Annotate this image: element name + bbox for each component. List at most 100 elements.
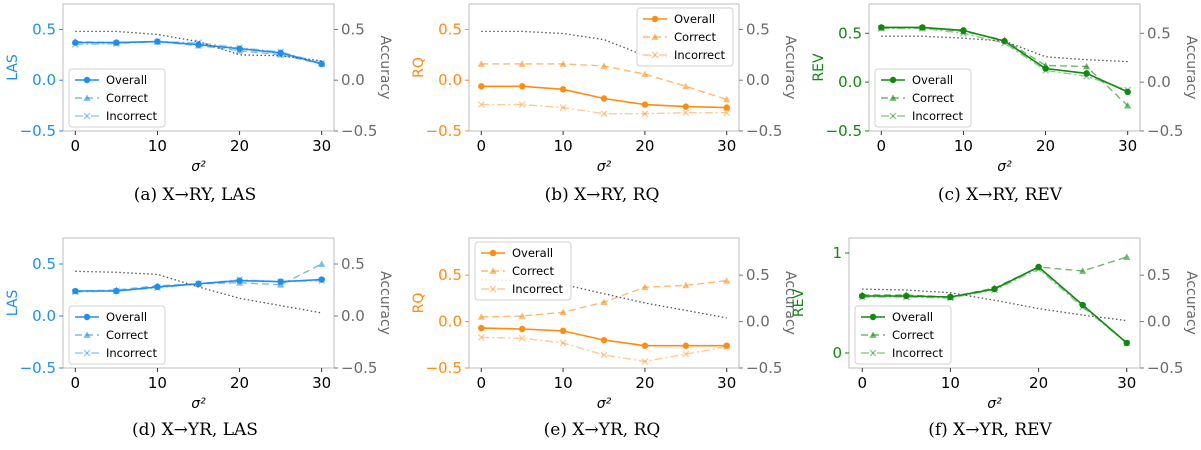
y-tick-label: 1 (832, 244, 842, 262)
data-point-correct (153, 282, 162, 289)
y2-tick-label: 0.5 (341, 20, 365, 38)
data-point-correct (723, 95, 731, 103)
data-point-incorrect (71, 41, 79, 49)
data-point-incorrect (1124, 86, 1132, 94)
y-tick-label: 0.5 (32, 20, 56, 38)
y2-tick-label: −0.5 (341, 359, 377, 377)
series-line-incorrect (481, 336, 727, 363)
data-point-correct (318, 60, 326, 67)
data-point-correct (518, 60, 526, 67)
y2-tick-label: −0.5 (746, 122, 782, 140)
x-tick-label: 0 (857, 374, 867, 392)
plot-frame (868, 3, 1141, 132)
x-tick-label: 0 (71, 137, 81, 155)
legend-marker (83, 331, 91, 338)
data-point-correct (641, 283, 649, 291)
data-point-correct (559, 308, 567, 316)
plot-frame (62, 3, 335, 132)
x-axis-label: σ² (987, 396, 1002, 412)
x-axis-label: σ² (191, 396, 206, 412)
data-point-correct (682, 281, 690, 289)
data-point-correct (194, 42, 203, 49)
data-point-correct (959, 27, 968, 35)
legend-marker (869, 313, 877, 321)
subfigure-caption: (c) X→RY, REV (938, 185, 1063, 205)
legend-label: Correct (512, 264, 554, 278)
x-tick-label: 30 (717, 374, 736, 392)
y2-axis-label: Accuracy (1183, 271, 1199, 335)
y2-axis-label: Accuracy (782, 271, 798, 335)
data-point-overall (478, 83, 485, 90)
series-line-correct (481, 63, 727, 101)
y-tick-label: 0.5 (838, 24, 862, 42)
data-point-incorrect (682, 109, 690, 117)
legend-marker (83, 76, 91, 84)
legend-label: Incorrect (512, 282, 563, 296)
data-point-correct (918, 23, 926, 31)
data-point-correct (235, 47, 244, 54)
data-point-correct (600, 298, 608, 305)
y2-tick-label: −0.5 (1147, 122, 1183, 140)
y-tick-label: −0.5 (20, 122, 56, 140)
legend: Overall Correct Incorrect (854, 305, 952, 365)
data-point-correct (723, 277, 731, 284)
data-point-incorrect (477, 333, 485, 341)
y-axis-label: REV (791, 289, 807, 318)
data-point-correct (194, 280, 203, 287)
data-point-incorrect (641, 110, 649, 118)
data-point-incorrect (1083, 72, 1091, 80)
y-tick-label: 0.0 (438, 313, 462, 331)
accuracy-line (862, 288, 1127, 322)
data-point-incorrect (723, 109, 731, 117)
y-tick-label: −0.5 (826, 122, 862, 140)
legend-marker (489, 285, 497, 293)
data-point-correct (518, 312, 526, 319)
data-point-correct (153, 37, 162, 45)
y2-tick-label: 0.0 (1147, 313, 1171, 331)
y2-tick-label: 0.5 (1147, 266, 1171, 284)
x-tick-label: 20 (230, 137, 249, 155)
data-point-incorrect (318, 277, 326, 285)
y2-axis-label: Accuracy (1183, 36, 1199, 100)
legend-marker (889, 76, 897, 84)
y2-tick-label: 0.0 (341, 71, 365, 89)
y-axis-label: RQ (411, 293, 427, 314)
subfigure-caption: (a) X→RY, LAS (134, 185, 256, 205)
data-point-correct (1079, 267, 1087, 274)
data-point-correct (112, 286, 120, 293)
y-axis-label: LAS (5, 290, 21, 317)
y2-tick-label: −0.5 (746, 359, 782, 377)
x-axis-label: σ² (597, 396, 612, 412)
data-point-incorrect (946, 294, 954, 302)
data-point-incorrect (112, 40, 120, 48)
y2-tick-label: 0.0 (341, 307, 365, 325)
y2-tick-label: 0.5 (341, 255, 365, 273)
data-point-incorrect (682, 350, 690, 358)
legend-label: Incorrect (674, 48, 725, 62)
data-point-incorrect (641, 358, 649, 365)
y-axis-label: REV (811, 53, 827, 82)
data-point-incorrect (236, 44, 244, 52)
data-point-incorrect (112, 287, 120, 295)
chart-panel: 0 10 20 30 σ² −0.5 0.0 0.5 REV −0.5 0.0 0.5 Accuracy… (811, 3, 1199, 205)
data-point-correct (682, 82, 690, 90)
data-point-overall (1123, 339, 1130, 347)
y-tick-label: 0.0 (32, 71, 56, 89)
data-point-correct (235, 279, 244, 286)
data-point-correct (318, 260, 326, 267)
data-point-correct (71, 287, 79, 294)
x-tick-label: 30 (312, 137, 331, 155)
data-point-incorrect (195, 39, 202, 47)
data-point-incorrect (277, 278, 285, 286)
data-point-overall (723, 342, 730, 349)
data-point-correct (559, 60, 567, 67)
series-line-incorrect (75, 278, 322, 293)
data-point-overall (1124, 88, 1131, 96)
y-tick-label: 0.5 (438, 20, 462, 38)
y-tick-label: 0 (832, 344, 842, 362)
legend-label: Correct (912, 91, 954, 105)
x-tick-label: 10 (148, 137, 167, 155)
data-point-overall (682, 342, 690, 349)
data-point-correct (277, 281, 285, 288)
x-tick-label: 30 (717, 137, 736, 155)
